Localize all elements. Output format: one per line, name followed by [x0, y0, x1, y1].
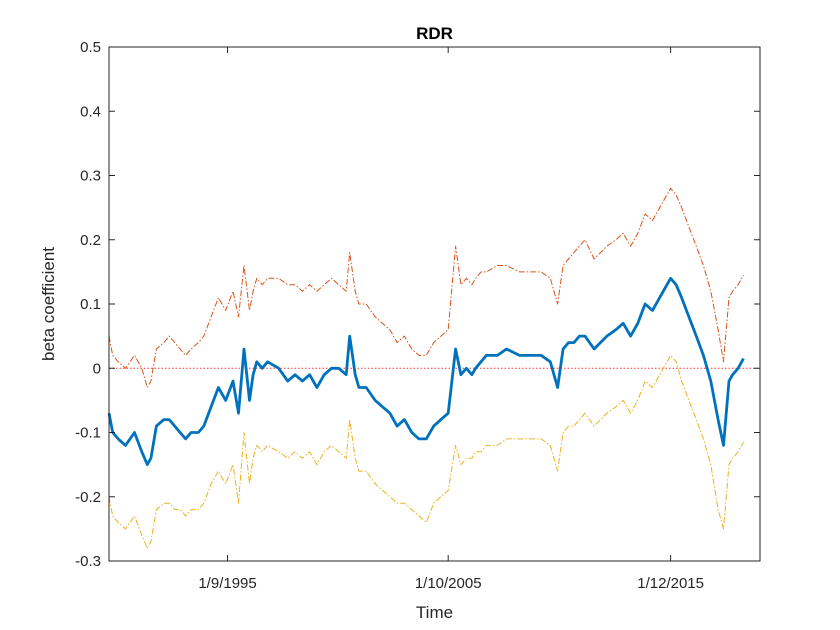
y-tick-label: -0.1	[75, 425, 101, 442]
y-tick-label: 0.3	[80, 168, 101, 185]
y-tick-label: -0.3	[75, 553, 101, 570]
x-tick-label: 1/9/1995	[198, 575, 256, 592]
x-axis: 1/9/1995 1/10/2005 1/12/2015	[198, 47, 704, 592]
y-tick-label: 0	[93, 360, 101, 377]
y-tick-label: 0.4	[80, 103, 101, 120]
y-tick-label: 0.5	[80, 39, 101, 56]
series-layer	[107, 187, 745, 549]
y-tick-label: 0.2	[80, 232, 101, 249]
y-axis-label: beta coefficient	[39, 247, 58, 361]
x-tick-label: 1/10/2005	[415, 575, 482, 592]
chart-title: RDR	[416, 24, 453, 43]
y-tick-label: 0.1	[80, 296, 101, 313]
series-line-lower	[108, 354, 744, 549]
x-axis-label: Time	[416, 603, 453, 622]
y-axis: -0.3 -0.2 -0.1 0 0.1 0.2 0.3 0.4 0.5	[75, 39, 760, 570]
series-line-estimate	[107, 276, 745, 466]
y-tick-label: -0.2	[75, 489, 101, 506]
series-line-upper	[108, 187, 744, 388]
plot-area	[109, 47, 760, 561]
x-tick-label: 1/12/2015	[637, 575, 704, 592]
